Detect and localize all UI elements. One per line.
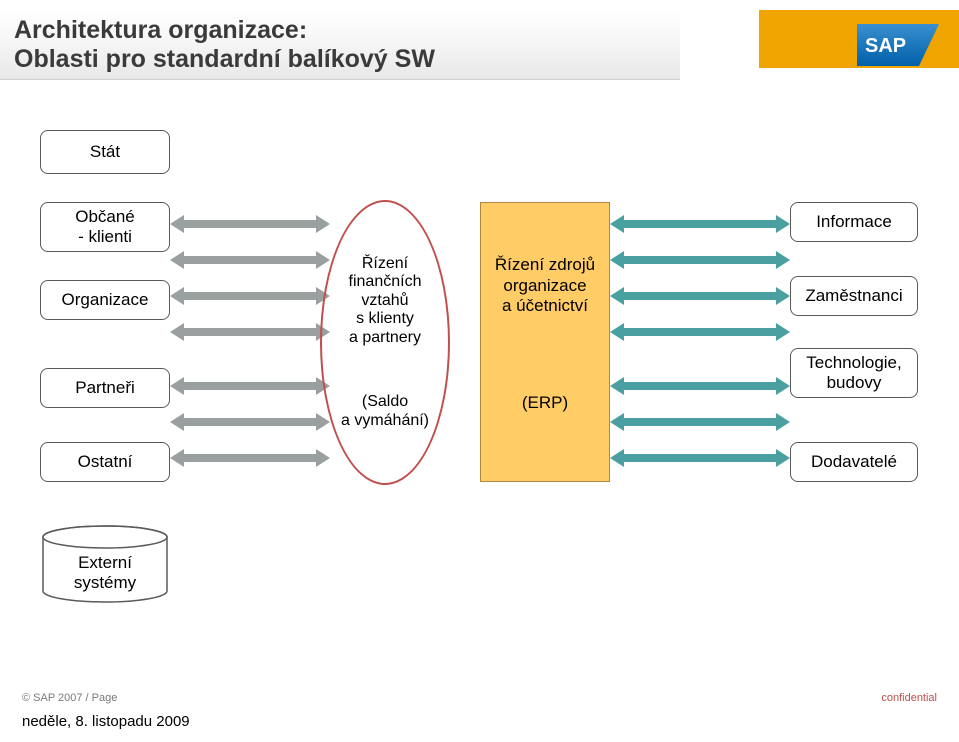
- box-technologie: Technologie, budovy: [790, 348, 918, 398]
- box-obcane: Občané - klienti: [40, 202, 170, 252]
- label: Technologie,: [806, 353, 901, 373]
- label-stat: Stát: [90, 142, 120, 162]
- label: Zaměstnanci: [805, 286, 902, 306]
- diagram: Stát Občané - klienti Organizace Partneř…: [30, 130, 930, 630]
- box-stat: Stát: [40, 130, 170, 174]
- erp-bottom-text: (ERP): [522, 393, 568, 413]
- label: Organizace: [62, 290, 149, 310]
- label: Partneři: [75, 378, 135, 398]
- label: budovy: [827, 373, 882, 393]
- label: Občané: [75, 207, 135, 227]
- erp-top-text: Řízení zdrojů organizace a účetnictví: [495, 255, 595, 316]
- box-organizace: Organizace: [40, 280, 170, 320]
- title-line-2: Oblasti pro standardní balíkový SW: [14, 45, 680, 74]
- label: Informace: [816, 212, 892, 232]
- footer-left: © SAP 2007 / Page: [22, 692, 117, 704]
- box-zamestnanci: Zaměstnanci: [790, 276, 918, 316]
- cylinder-external: Externí systémy: [40, 525, 170, 605]
- box-partneri: Partneři: [40, 368, 170, 408]
- box-dodavatele: Dodavatelé: [790, 442, 918, 482]
- header: Architektura organizace: Oblasti pro sta…: [0, 0, 959, 96]
- label: Ostatní: [78, 452, 133, 472]
- ellipse-bottom-text: (Saldo a vymáhání): [341, 393, 429, 430]
- ellipse-crm: Řízení finančních vztahů s klienty a par…: [320, 200, 450, 485]
- box-informace: Informace: [790, 202, 918, 242]
- label: Dodavatelé: [811, 452, 897, 472]
- footer-date: neděle, 8. listopadu 2009: [22, 713, 190, 730]
- cyl-label: Externí systémy: [40, 553, 170, 593]
- title-line-1: Architektura organizace:: [14, 16, 680, 45]
- box-ostatni: Ostatní: [40, 442, 170, 482]
- ellipse-top-text: Řízení finančních vztahů s klienty a par…: [349, 255, 422, 347]
- footer-right: confidential: [881, 692, 937, 704]
- label: - klienti: [78, 227, 132, 247]
- box-erp: Řízení zdrojů organizace a účetnictví (E…: [480, 202, 610, 482]
- sap-logo: SAP: [857, 24, 939, 66]
- logo-text: SAP: [865, 35, 906, 57]
- title-bar: Architektura organizace: Oblasti pro sta…: [0, 10, 680, 80]
